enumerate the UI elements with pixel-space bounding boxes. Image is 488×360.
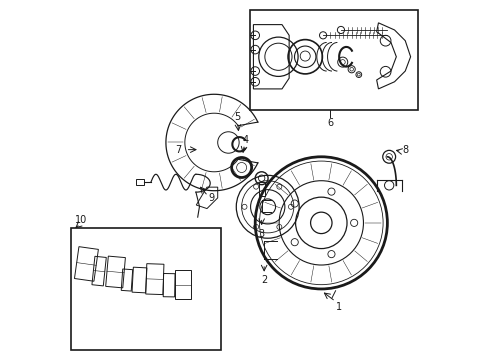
Text: 5: 5 — [234, 112, 241, 122]
Bar — [71, 228, 221, 350]
Text: 7: 7 — [175, 145, 181, 155]
Bar — [258, 182, 264, 196]
Text: 9: 9 — [208, 193, 214, 203]
Text: 8: 8 — [401, 145, 407, 155]
Bar — [249, 10, 417, 111]
Text: 1: 1 — [335, 302, 342, 312]
Text: 6: 6 — [326, 118, 333, 128]
Text: 10: 10 — [75, 215, 87, 225]
Bar — [135, 179, 144, 185]
Text: 4: 4 — [242, 135, 248, 145]
Text: 3: 3 — [258, 229, 264, 239]
Text: 2: 2 — [261, 275, 267, 285]
